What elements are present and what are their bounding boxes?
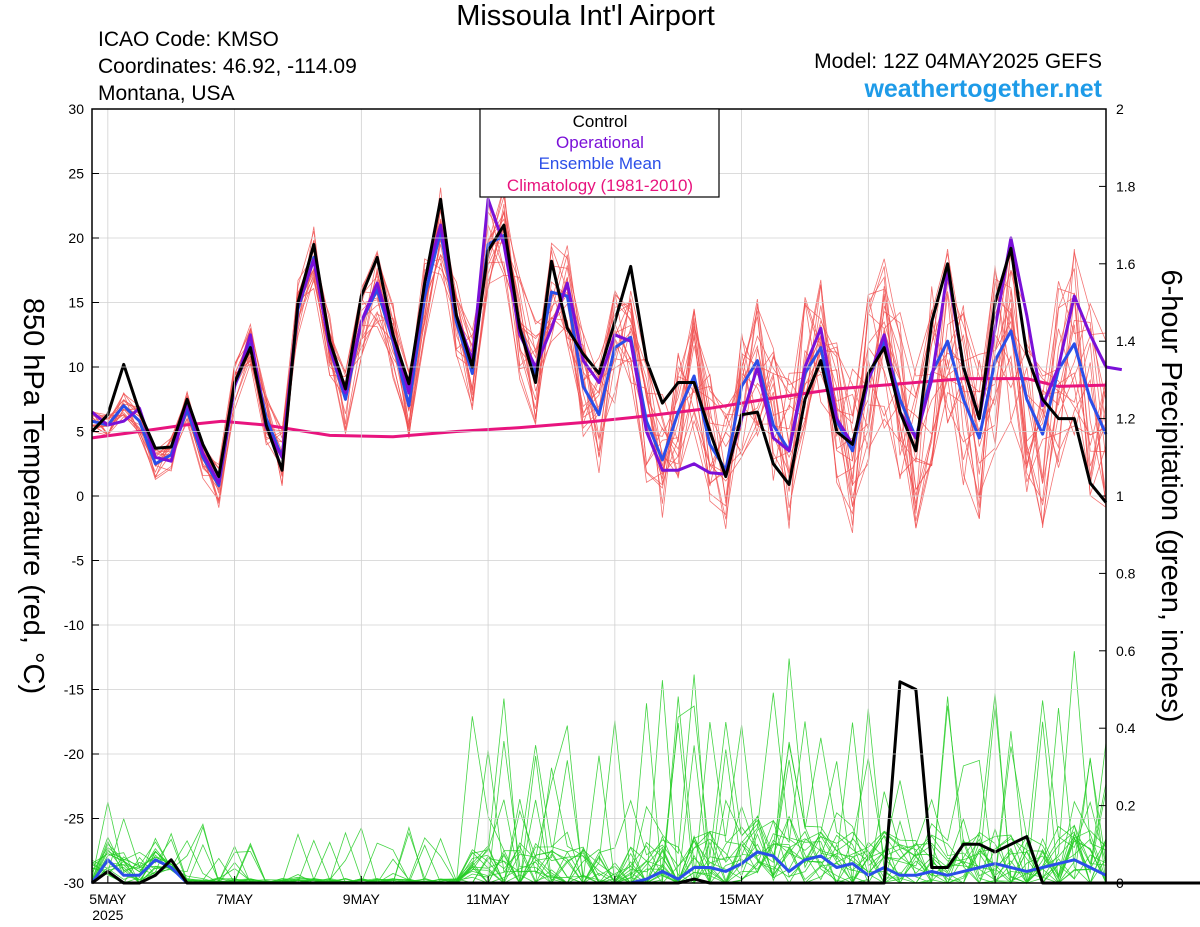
- bottom-tick-label: 11MAY: [466, 891, 510, 907]
- left-tick-label: 20: [68, 230, 84, 246]
- left-tick-label: -30: [64, 875, 84, 891]
- legend-box: [479, 108, 720, 198]
- bottom-tick-label: 5MAY: [89, 891, 127, 907]
- bottom-tick-label: 17MAY: [846, 891, 892, 907]
- temperature-member-line: [91, 186, 1107, 529]
- chart-axes: 302520151050-5-10-15-20-25-3021.81.61.41…: [64, 101, 1136, 923]
- bottom-tick-label: 7MAY: [216, 891, 254, 907]
- right-tick-label: 0.8: [1116, 565, 1136, 581]
- right-tick-label: 0.2: [1116, 798, 1136, 814]
- right-tick-label: 0.6: [1116, 643, 1136, 659]
- coordinates: Coordinates: 46.92, -114.09: [98, 55, 357, 78]
- right-tick-label: 1: [1116, 488, 1124, 504]
- left-tick-label: -5: [72, 553, 85, 569]
- right-tick-label: 1.8: [1116, 178, 1136, 194]
- bottom-tick-label: 19MAY: [973, 891, 1019, 907]
- temperature-member-line: [91, 237, 1107, 484]
- icao-code: ICAO Code: KMSO: [98, 28, 279, 51]
- precipitation-member-line: [91, 696, 1107, 884]
- bottom-tick-label: 13MAY: [592, 891, 638, 907]
- left-tick-label: -20: [64, 746, 84, 762]
- right-tick-label: 1.6: [1116, 256, 1136, 272]
- bottom-tick-label: 15MAY: [719, 891, 765, 907]
- left-tick-label: 30: [68, 101, 84, 117]
- legend-operational: Operational: [556, 133, 644, 152]
- site-link[interactable]: weathertogether.net: [864, 75, 1102, 103]
- left-tick-label: -15: [64, 682, 84, 698]
- left-tick-label: -25: [64, 811, 84, 827]
- temperature-member-line: [91, 207, 1107, 499]
- legend-climatology: Climatology (1981-2010): [507, 176, 693, 195]
- region: Montana, USA: [98, 82, 235, 105]
- right-tick-label: 0: [1116, 875, 1124, 891]
- model-run: Model: 12Z 04MAY2025 GEFS: [814, 50, 1102, 73]
- legend-control: Control: [573, 112, 628, 131]
- legend-ensemble-mean: Ensemble Mean: [539, 154, 662, 173]
- left-axis-label: 850 hPa Temperature (red, °C): [17, 298, 49, 694]
- left-tick-label: 10: [68, 359, 84, 375]
- right-tick-label: 1.4: [1116, 333, 1136, 349]
- right-axis-label: 6-hour Precipitation (green, inches): [1155, 270, 1187, 723]
- precipitation-member-line: [91, 696, 1107, 885]
- left-tick-label: 0: [76, 488, 84, 504]
- chart-legend: Control Operational Ensemble Mean Climat…: [479, 108, 720, 198]
- left-tick-label: 5: [76, 424, 84, 440]
- precipitation-ensemble-members: [91, 651, 1107, 885]
- temperature-member-line: [91, 196, 1107, 483]
- right-tick-label: 0.4: [1116, 720, 1136, 736]
- bottom-tick-year: 2025: [92, 907, 123, 923]
- climatology-line: [91, 377, 1107, 440]
- left-tick-label: 15: [68, 295, 84, 311]
- left-tick-label: 25: [68, 166, 84, 182]
- right-tick-label: 1.2: [1116, 411, 1136, 427]
- left-tick-label: -10: [64, 617, 84, 633]
- right-tick-label: 2: [1116, 101, 1124, 117]
- chart-title: Missoula Int'l Airport: [456, 0, 715, 32]
- bottom-tick-label: 9MAY: [343, 891, 381, 907]
